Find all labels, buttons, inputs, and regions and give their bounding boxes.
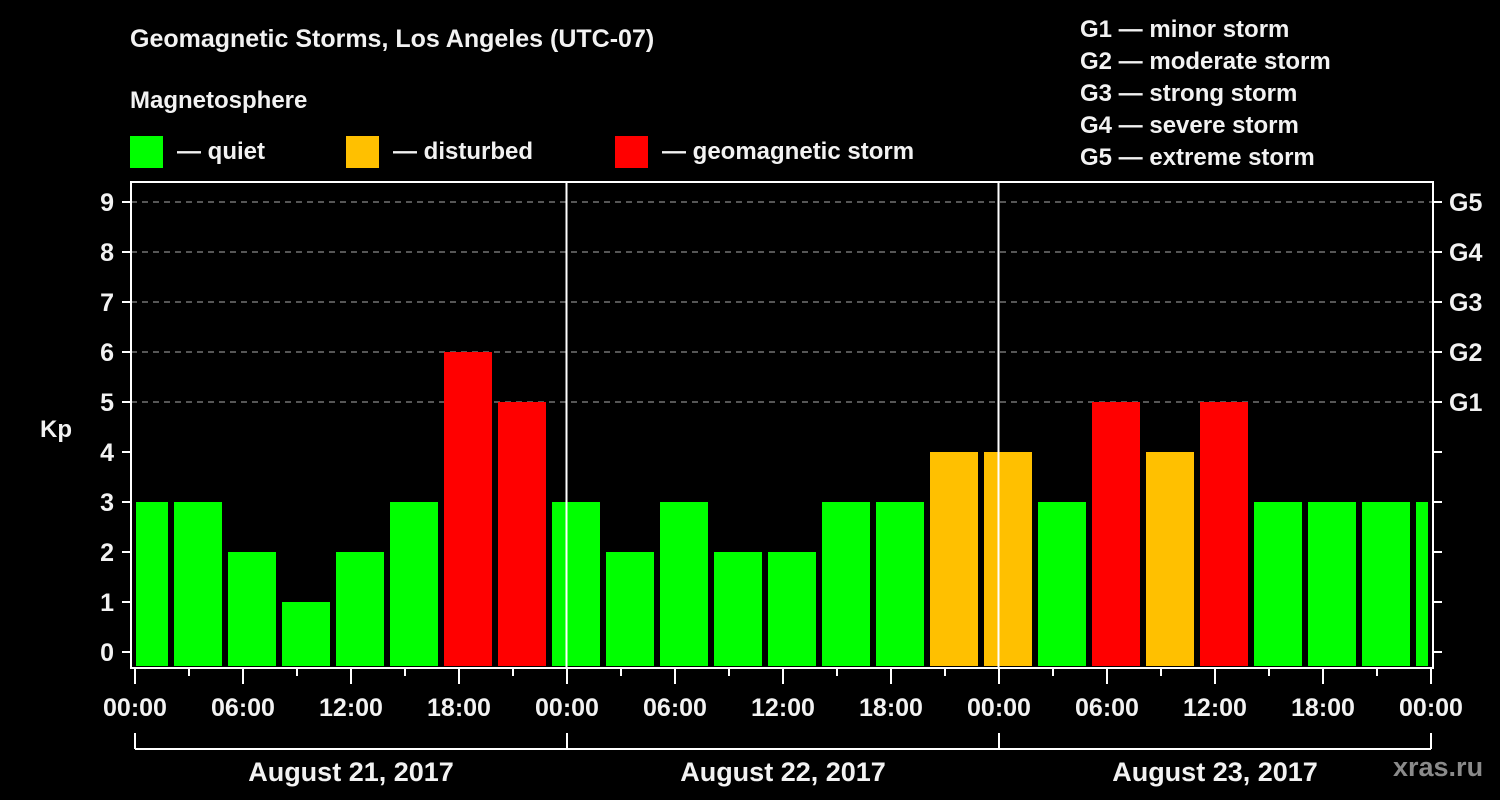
- g-legend-item: G5 — extreme storm: [1080, 144, 1315, 171]
- storm-swatch: [615, 136, 648, 168]
- g-scale-label: G4: [1449, 239, 1482, 267]
- x-axis: 00:00 06:00 12:00 18:00 00:00 06:00 12:00 18:00…: [103, 668, 1463, 722]
- legend-label: — disturbed: [393, 138, 534, 165]
- y-tick-label: 7: [100, 289, 114, 317]
- g-legend-item: G4 — severe storm: [1080, 112, 1299, 139]
- chart-subtitle: Magnetosphere: [130, 87, 308, 114]
- x-tick-label: 12:00: [319, 694, 383, 722]
- y-tick-label: 0: [100, 639, 114, 667]
- x-tick-label: 18:00: [859, 694, 923, 722]
- x-tick-label: 18:00: [1291, 694, 1355, 722]
- legend-label: — quiet: [177, 138, 265, 165]
- g-scale-label: G5: [1449, 189, 1482, 217]
- magnetosphere-legend: — quiet — disturbed — geomagnetic storm: [130, 136, 1030, 168]
- kp-bar-storm: [444, 352, 492, 666]
- kp-bar-storm: [1092, 402, 1140, 666]
- y-tick-label: 6: [100, 339, 114, 367]
- kp-bar-storm: [498, 402, 546, 666]
- x-tick-label: 00:00: [967, 694, 1031, 722]
- y-tick-label: 8: [100, 239, 114, 267]
- kp-bar-quiet: [282, 602, 330, 666]
- x-tick-label: 00:00: [103, 694, 167, 722]
- y-tick-label: 3: [100, 489, 114, 517]
- g-scale-legend: G1 — minor storm G2 — moderate storm G3 …: [1080, 14, 1331, 174]
- kp-bar-disturbed: [1146, 452, 1194, 666]
- kp-bar-quiet: [136, 502, 168, 666]
- x-tick-label: 12:00: [751, 694, 815, 722]
- kp-bar-quiet: [390, 502, 438, 666]
- kp-bar-storm: [1200, 402, 1248, 666]
- y-tick-label: 5: [100, 389, 114, 417]
- day-brackets: August 21, 2017 August 22, 2017 August 23,…: [134, 733, 1432, 787]
- day-label: August 21, 2017: [248, 757, 454, 787]
- legend-label: — geomagnetic storm: [662, 138, 915, 165]
- kp-bar-quiet: [1038, 502, 1086, 666]
- g-scale-axis: G1 G2 G3 G4 G5: [1433, 189, 1482, 653]
- legend-item-disturbed: — disturbed: [346, 136, 533, 168]
- kp-bar-quiet: [1416, 502, 1428, 666]
- kp-bar-quiet: [822, 502, 870, 666]
- kp-bar-quiet: [174, 502, 222, 666]
- quiet-swatch: [130, 136, 163, 168]
- day-label: August 22, 2017: [680, 757, 886, 787]
- x-tick-label: 06:00: [1075, 694, 1139, 722]
- legend-item-quiet: — quiet: [130, 136, 265, 168]
- g-legend-item: G3 — strong storm: [1080, 80, 1298, 107]
- x-tick-label: 00:00: [1399, 694, 1463, 722]
- kp-bar-quiet: [768, 552, 816, 666]
- kp-bar-quiet: [228, 552, 276, 666]
- kp-bar-quiet: [714, 552, 762, 666]
- x-tick-label: 06:00: [211, 694, 275, 722]
- y-tick-label: 1: [100, 589, 114, 617]
- kp-bar-disturbed: [930, 452, 978, 666]
- g-scale-label: G3: [1449, 289, 1482, 317]
- kp-bar-quiet: [1254, 502, 1302, 666]
- gridlines: [131, 201, 1433, 403]
- kp-bar-quiet: [1308, 502, 1356, 666]
- x-tick-label: 18:00: [427, 694, 491, 722]
- disturbed-swatch: [346, 136, 379, 168]
- x-tick-label: 06:00: [643, 694, 707, 722]
- watermark: xras.ru: [1393, 752, 1484, 782]
- kp-bar-quiet: [336, 552, 384, 666]
- bars: [136, 352, 1428, 666]
- kp-bar-quiet: [606, 552, 654, 666]
- kp-bar-disturbed: [984, 452, 1032, 666]
- legend-item-storm: — geomagnetic storm: [615, 136, 914, 168]
- chart-title: Geomagnetic Storms, Los Angeles (UTC-07): [130, 25, 655, 53]
- g-legend-item: G1 — minor storm: [1080, 16, 1290, 43]
- kp-bar-quiet: [660, 502, 708, 666]
- g-scale-label: G2: [1449, 339, 1482, 367]
- y-axis: 0 1 2 3 4 5 6 7 8 9: [100, 189, 131, 667]
- y-tick-label: 9: [100, 189, 114, 217]
- y-axis-label: Kp: [40, 416, 72, 443]
- x-tick-label: 12:00: [1183, 694, 1247, 722]
- day-label: August 23, 2017: [1112, 757, 1318, 787]
- y-tick-label: 4: [100, 439, 114, 467]
- g-legend-item: G2 — moderate storm: [1080, 48, 1331, 75]
- y-tick-label: 2: [100, 539, 114, 567]
- kp-bar-quiet: [1362, 502, 1410, 666]
- g-scale-label: G1: [1449, 389, 1482, 417]
- x-tick-label: 00:00: [535, 694, 599, 722]
- kp-bar-quiet: [552, 502, 600, 666]
- kp-bar-quiet: [876, 502, 924, 666]
